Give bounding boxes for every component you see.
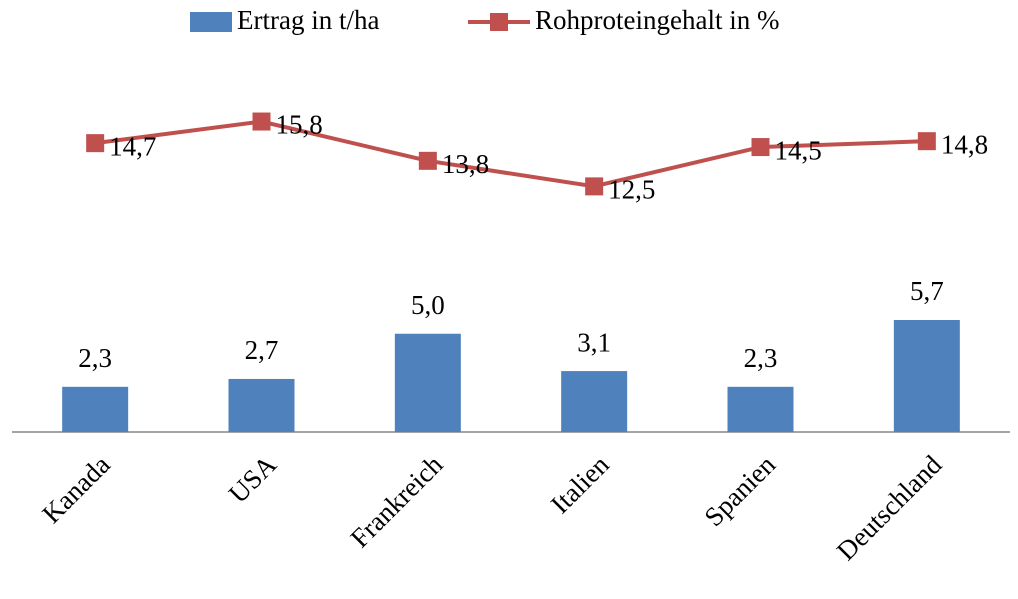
legend-marker — [490, 13, 508, 31]
legend-label: Rohproteingehalt in % — [535, 5, 779, 35]
x-tick-label: USA — [223, 449, 283, 509]
data-label: 14,5 — [775, 135, 822, 165]
data-label: 3,1 — [577, 327, 611, 357]
data-label: 2,3 — [744, 343, 778, 373]
marker — [585, 177, 604, 196]
bar — [62, 386, 129, 432]
bar — [561, 371, 628, 432]
data-label: 13,8 — [442, 149, 489, 179]
data-label: 14,7 — [109, 131, 156, 161]
data-label: 12,5 — [608, 175, 655, 205]
x-tick-label: Deutschland — [831, 449, 948, 566]
data-label: 2,3 — [78, 343, 112, 373]
data-label: 5,7 — [910, 276, 944, 306]
data-label: 5,0 — [411, 290, 445, 320]
data-label: 15,8 — [276, 110, 323, 140]
line — [94, 119, 927, 189]
marker — [86, 134, 105, 153]
marker — [252, 112, 271, 131]
bar — [228, 378, 295, 432]
x-tick-label: Italien — [545, 449, 615, 519]
data-label: 2,7 — [245, 335, 279, 365]
bar — [394, 333, 461, 432]
marker — [917, 132, 936, 151]
bar — [727, 386, 794, 432]
data-label: 14,8 — [941, 129, 988, 159]
legend-label: Ertrag in t/ha — [237, 5, 379, 35]
marker — [418, 151, 437, 170]
bar — [893, 319, 960, 432]
x-tick-label: Spanien — [698, 449, 781, 532]
x-tick-label: Kanada — [36, 449, 116, 529]
legend-swatch — [190, 12, 232, 32]
marker — [751, 138, 770, 157]
x-tick-label: Frankreich — [345, 449, 449, 553]
